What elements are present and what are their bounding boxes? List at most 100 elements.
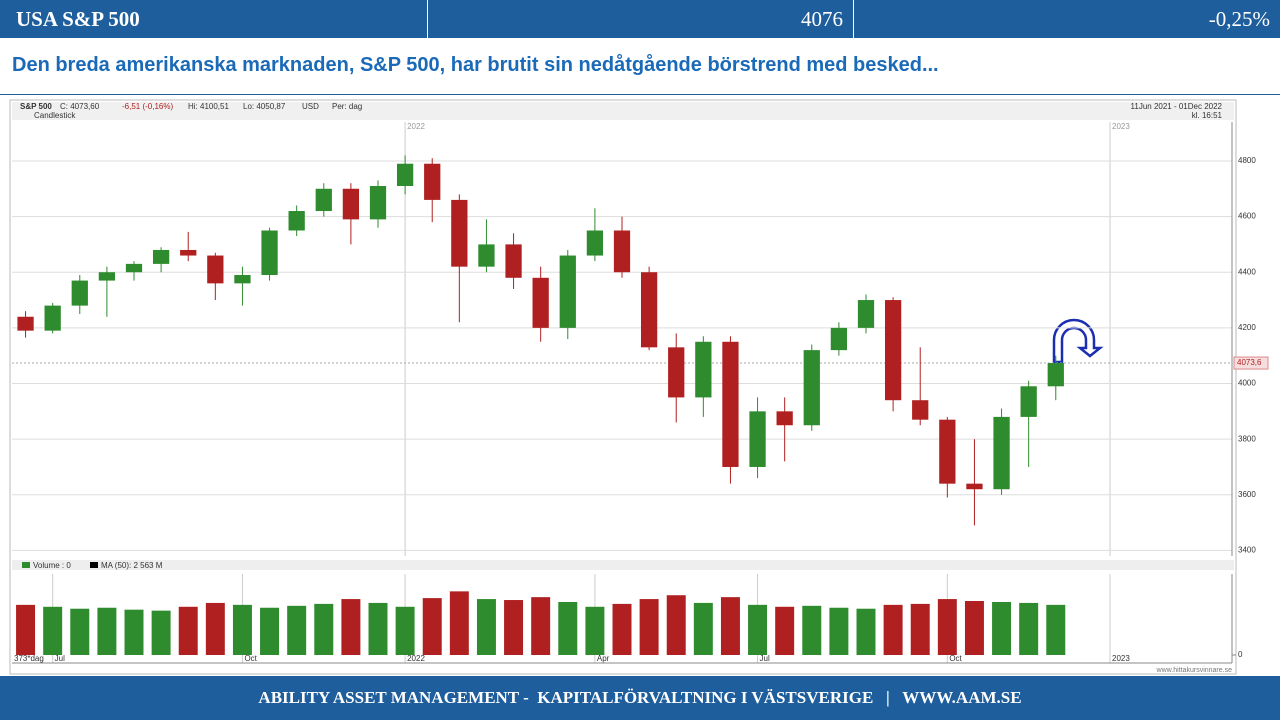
style-label: Candlestick <box>34 111 76 120</box>
volume-bar <box>612 603 632 655</box>
subtitle: Den breda amerikanska marknaden, S&P 500… <box>12 54 939 76</box>
candle-body <box>315 188 332 212</box>
volume-bar <box>666 595 686 655</box>
candle-body <box>559 255 576 328</box>
time: kl. 16:51 <box>1192 111 1223 120</box>
candle-body <box>288 211 305 231</box>
date-range: 11Jun 2021 - 01Dec 2022 <box>1131 102 1223 111</box>
x-tick-label: Apr <box>597 654 610 663</box>
x-tick-label: Oct <box>244 654 257 663</box>
header-title: USA S&P 500 <box>16 7 140 31</box>
candle-body <box>857 300 875 328</box>
volume-bar-header <box>12 560 1234 570</box>
candle-body <box>451 199 468 267</box>
volume-bar <box>720 597 740 655</box>
candle-body <box>125 263 143 273</box>
candle-body <box>912 400 929 420</box>
close-label: C: 4073,60 <box>60 102 100 111</box>
last-price-label: 4073,6 <box>1237 358 1262 367</box>
candle-body <box>993 416 1010 490</box>
legend-label: MA (50): 2 563 M <box>101 561 163 570</box>
volume-bar <box>449 591 469 655</box>
y-tick-label: 0 <box>1238 650 1243 659</box>
currency: USD <box>302 102 319 111</box>
candle-body <box>722 341 739 467</box>
high-label: Hi: 4100,51 <box>188 102 229 111</box>
candle-body <box>152 249 170 264</box>
header-bar: USA S&P 500 4076 -0,25% <box>0 0 1280 38</box>
candle-body <box>939 419 956 484</box>
y-tick-label: 3400 <box>1238 546 1256 555</box>
volume-bar <box>124 609 144 655</box>
y-tick-label: 3600 <box>1238 490 1256 499</box>
volume-bar <box>802 605 822 655</box>
candle-body <box>396 163 414 186</box>
x-tick-label: 2023 <box>1112 654 1130 663</box>
candle-body <box>884 300 902 401</box>
volume-bar <box>476 599 496 655</box>
candle-body <box>180 249 197 256</box>
volume-bar <box>232 604 252 655</box>
period: Per: dag <box>332 102 362 111</box>
candle-body <box>966 483 983 490</box>
volume-bar <box>992 601 1012 655</box>
info-bar <box>12 102 1234 120</box>
x-tick-label: Oct <box>949 654 962 663</box>
y-tick-label: 3800 <box>1238 434 1256 443</box>
header-value: 4076 <box>801 7 843 31</box>
candle-body <box>261 230 278 276</box>
x-tick-label: 2023 <box>1112 122 1130 131</box>
volume-bar <box>395 606 415 655</box>
chart-title: S&P 500 <box>20 102 52 111</box>
candle-body <box>668 347 685 398</box>
volume-bar <box>205 602 225 655</box>
candle-body <box>830 327 848 351</box>
candle-body <box>1047 363 1064 387</box>
volume-bar <box>43 606 63 655</box>
candle-body <box>586 230 604 256</box>
candle-body <box>478 244 495 267</box>
volume-bar <box>558 601 578 655</box>
candle-body <box>17 316 34 331</box>
candle-body <box>803 350 820 426</box>
candle-body <box>1020 386 1037 417</box>
volume-bar <box>70 608 90 655</box>
volume-bar <box>1019 602 1039 655</box>
volume-bar <box>964 601 984 655</box>
rule <box>0 94 1280 95</box>
candle-body <box>98 272 116 281</box>
legend-label: Volume : 0 <box>33 561 71 570</box>
volume-bar <box>1046 604 1066 655</box>
source: www.hittakursvinnare.se <box>1156 667 1233 674</box>
volume-bar <box>260 607 280 655</box>
volume-bar <box>639 599 659 655</box>
candle-body <box>776 411 793 426</box>
y-tick-label: 4400 <box>1238 267 1256 276</box>
volume-bar <box>775 606 795 655</box>
legend-swatch <box>90 562 98 568</box>
candle-body <box>234 275 251 284</box>
candle-body <box>640 272 658 348</box>
volume-bar <box>693 602 713 655</box>
x-tick-label: 2022 <box>407 122 425 131</box>
volume-bar <box>341 599 361 655</box>
x-tick-label: Jul <box>55 654 65 663</box>
candle-body <box>749 411 766 467</box>
change-label: -6,51 (-0,16%) <box>122 102 173 111</box>
candle-body <box>505 244 522 278</box>
candle-body <box>71 280 88 306</box>
x-tick-label: 2022 <box>407 654 425 663</box>
legend-swatch <box>22 562 30 568</box>
volume-bar <box>151 610 171 655</box>
volume-bar <box>287 605 307 655</box>
note: 373*dag <box>14 654 44 663</box>
candle-body <box>44 305 61 331</box>
volume-bar <box>178 606 198 655</box>
y-tick-label: 4000 <box>1238 379 1256 388</box>
volume-bar <box>97 607 117 655</box>
volume-bar <box>883 604 903 655</box>
volume-bar <box>937 599 957 655</box>
footer: ABILITY ASSET MANAGEMENT - KAPITALFÖRVAL… <box>0 676 1280 720</box>
candle-body <box>532 277 549 328</box>
